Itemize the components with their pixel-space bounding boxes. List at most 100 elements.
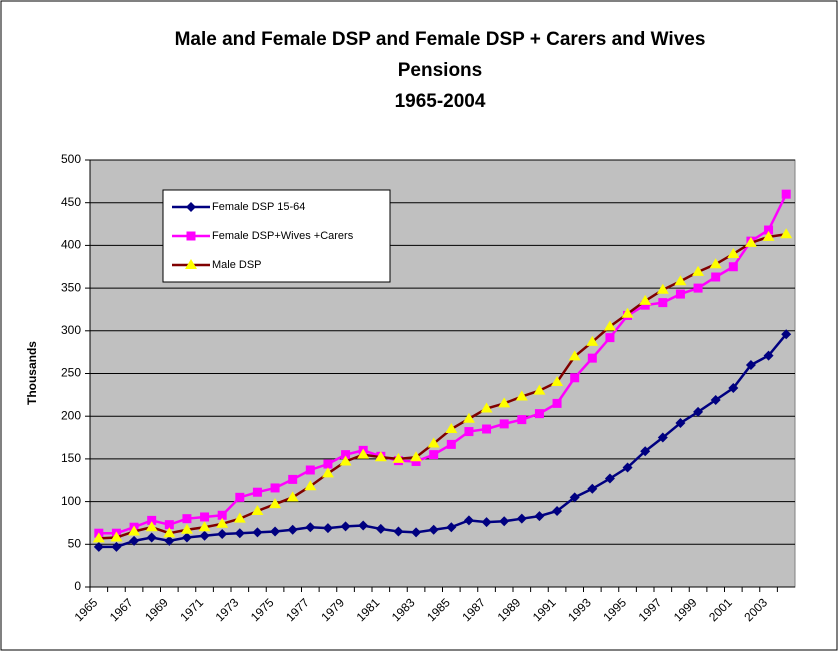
marker (640, 446, 651, 457)
legend-label: Female DSP 15-64 (212, 201, 305, 213)
y-tick-label: 100 (61, 494, 81, 508)
marker (198, 521, 211, 532)
marker (217, 510, 227, 520)
marker (110, 531, 123, 542)
marker (499, 516, 510, 527)
marker (710, 394, 721, 405)
marker (305, 465, 315, 475)
marker (323, 459, 333, 469)
marker (164, 520, 174, 530)
marker (216, 517, 229, 528)
marker (374, 451, 387, 462)
marker (762, 230, 775, 241)
marker (251, 504, 264, 515)
marker (763, 350, 774, 361)
marker (321, 467, 334, 478)
y-tick-label: 300 (61, 323, 81, 337)
marker (429, 450, 439, 460)
marker (603, 320, 616, 331)
marker (185, 259, 197, 269)
marker (587, 483, 598, 494)
marker (392, 452, 405, 463)
marker (693, 283, 703, 293)
marker (286, 491, 299, 502)
y-tick-label: 250 (61, 366, 81, 380)
marker (570, 373, 580, 383)
marker (711, 272, 721, 282)
marker (340, 521, 351, 532)
y-tick-label: 400 (61, 238, 81, 252)
marker (322, 523, 333, 534)
marker (764, 225, 774, 235)
marker (186, 231, 196, 241)
marker (287, 524, 298, 535)
marker (269, 498, 282, 509)
y-tick-label: 50 (68, 536, 82, 550)
marker (270, 526, 281, 537)
marker (657, 432, 668, 443)
marker (92, 532, 105, 543)
marker (692, 265, 705, 276)
marker (182, 514, 192, 524)
marker (93, 541, 104, 552)
legend: Female DSP 15-64 Female DSP+Wives +Carers… (162, 189, 391, 283)
marker (569, 492, 580, 503)
marker (586, 335, 599, 346)
marker (587, 353, 597, 363)
marker (551, 376, 564, 387)
marker (639, 294, 652, 305)
marker (517, 415, 527, 425)
marker (200, 512, 210, 522)
marker (728, 383, 739, 394)
y-tick-label: 0 (74, 579, 81, 593)
marker (358, 520, 369, 531)
marker (446, 522, 457, 533)
marker (781, 329, 792, 340)
marker (728, 262, 738, 272)
marker (411, 456, 421, 466)
legend-label: Male DSP (212, 259, 262, 271)
marker (410, 451, 423, 462)
chart-title: 1965-2004 (395, 91, 486, 112)
y-tick-label: 350 (61, 280, 81, 294)
marker (481, 517, 492, 528)
marker (341, 450, 351, 460)
marker (605, 333, 615, 343)
marker (656, 283, 669, 294)
marker (552, 505, 563, 516)
marker (745, 359, 756, 370)
marker (357, 448, 370, 459)
marker (621, 307, 634, 318)
marker (147, 515, 157, 525)
marker (199, 530, 210, 541)
marker (658, 298, 668, 308)
marker (780, 228, 793, 239)
marker (516, 513, 527, 524)
marker (181, 532, 192, 543)
y-tick-label: 200 (61, 408, 81, 422)
marker (534, 409, 544, 419)
marker (464, 427, 474, 437)
marker (727, 247, 740, 258)
marker (145, 521, 158, 532)
marker (111, 541, 122, 552)
marker (217, 529, 228, 540)
marker (552, 398, 562, 408)
marker (164, 535, 175, 546)
marker (568, 350, 581, 361)
marker (604, 473, 615, 484)
marker (235, 492, 245, 502)
y-tick-label: 450 (61, 195, 81, 209)
marker (339, 455, 352, 466)
marker (675, 418, 686, 429)
marker (480, 402, 493, 413)
marker (234, 528, 245, 539)
marker (499, 419, 509, 429)
marker (482, 424, 492, 434)
marker (252, 527, 263, 538)
marker (146, 532, 157, 543)
marker (305, 522, 316, 533)
marker (498, 397, 511, 408)
marker (233, 512, 246, 523)
marker (744, 236, 757, 247)
